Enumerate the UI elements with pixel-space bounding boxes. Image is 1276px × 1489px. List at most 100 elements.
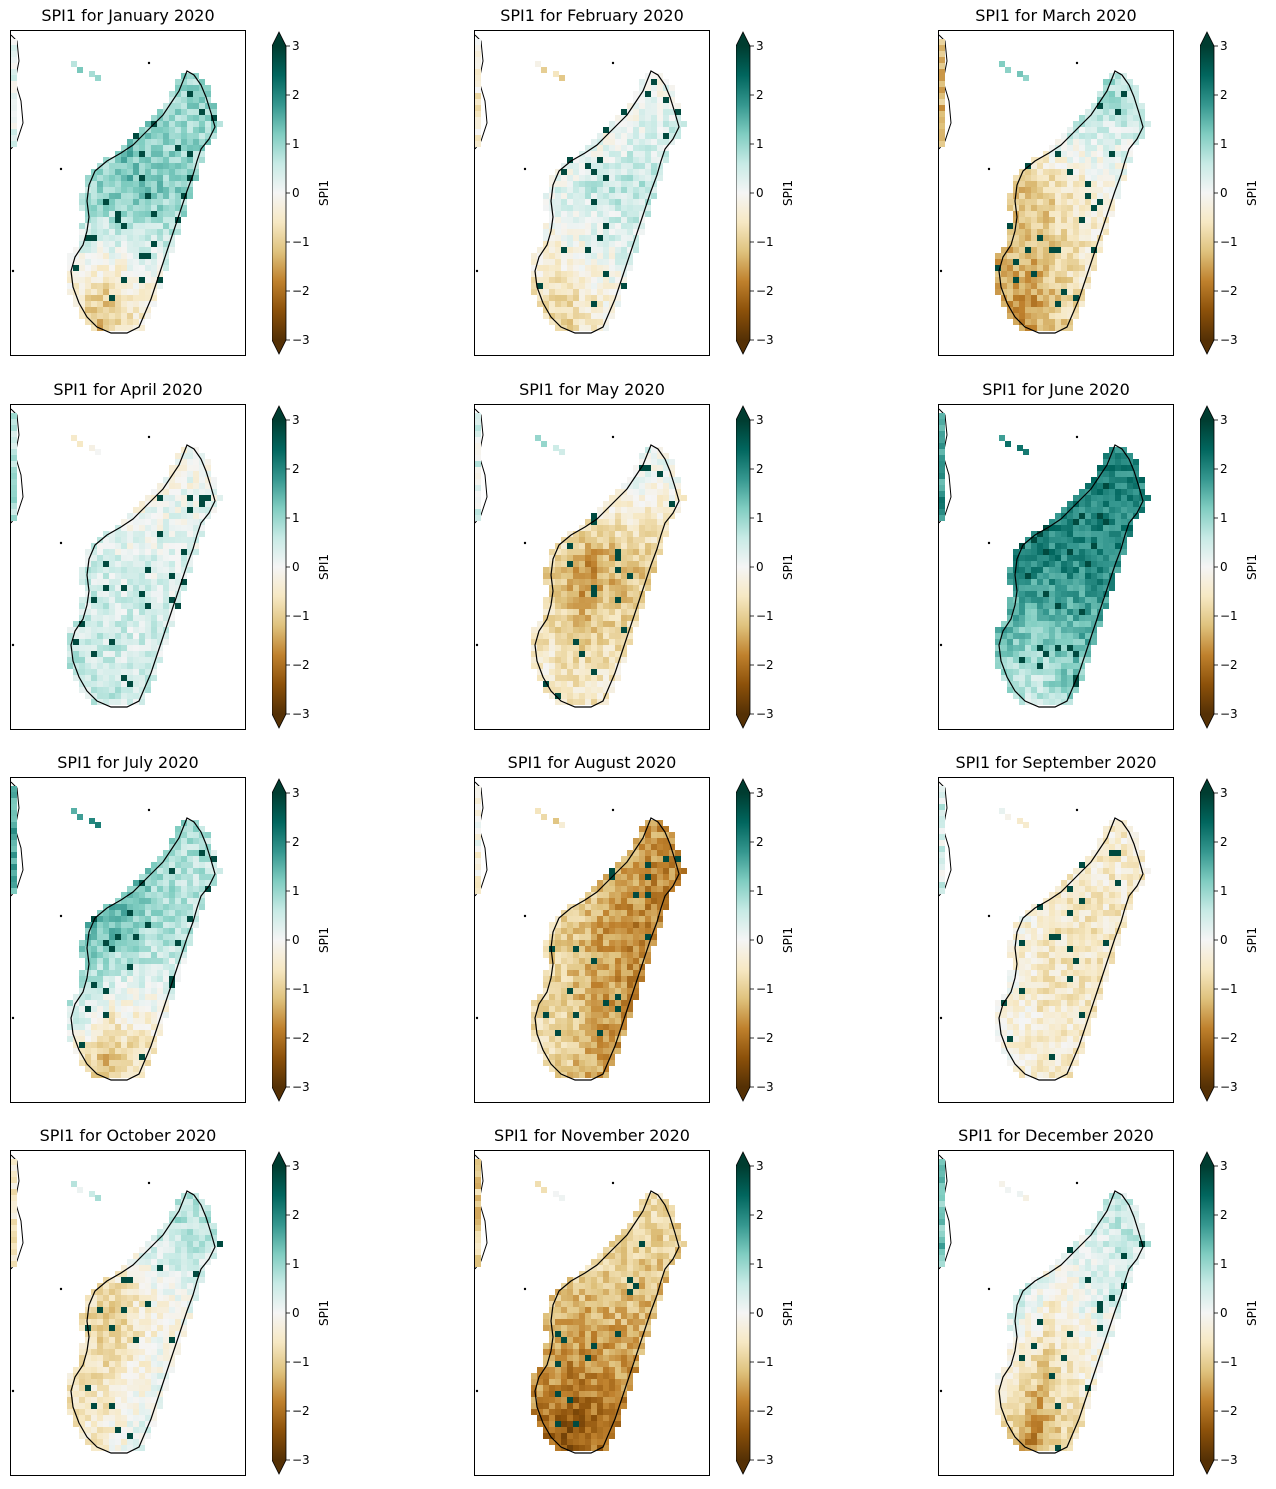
raster-cell — [67, 633, 73, 639]
raster-cell — [1061, 519, 1067, 525]
raster-cell — [115, 946, 121, 952]
raster-cell — [91, 982, 97, 988]
raster-cell — [1043, 561, 1049, 567]
raster-cell — [145, 229, 151, 235]
raster-cell — [561, 175, 567, 181]
raster-cell — [621, 283, 627, 289]
raster-cell — [139, 621, 145, 627]
raster-cell — [1043, 573, 1049, 579]
raster-cell — [621, 928, 627, 934]
raster-cell — [657, 844, 663, 850]
raster-cell — [127, 537, 133, 543]
raster-cell — [657, 97, 663, 103]
raster-cell — [639, 513, 645, 519]
raster-cell — [187, 133, 193, 139]
raster-cell — [597, 573, 603, 579]
raster-cell — [163, 229, 169, 235]
raster-cell — [85, 585, 91, 591]
raster-cell — [555, 573, 561, 579]
raster-cell — [1091, 507, 1097, 513]
raster-cell — [67, 645, 73, 651]
raster-cell — [1067, 537, 1073, 543]
raster-cell — [97, 952, 103, 958]
raster-cell — [91, 205, 97, 211]
raster-cell — [169, 922, 175, 928]
raster-cell — [603, 976, 609, 982]
raster-cell — [1001, 663, 1007, 669]
raster-cell — [543, 223, 549, 229]
raster-cell — [127, 952, 133, 958]
raster-cell — [633, 145, 639, 151]
raster-cell — [1103, 489, 1109, 495]
raster-cell — [597, 904, 603, 910]
raster-cell — [79, 1054, 85, 1060]
colorbar: −3 −2 −1 0 1 2 3 SPI1 — [272, 404, 342, 730]
africa-cell — [939, 431, 945, 437]
raster-cell — [145, 1030, 151, 1036]
raster-cell — [543, 645, 549, 651]
raster-cell — [79, 603, 85, 609]
raster-cell — [1067, 543, 1073, 549]
raster-cell — [139, 675, 145, 681]
raster-cell — [1097, 471, 1103, 477]
africa-cell — [475, 105, 481, 111]
raster-cell — [1055, 241, 1061, 247]
raster-cell — [633, 501, 639, 507]
raster-cell — [627, 477, 633, 483]
raster-cell — [573, 319, 579, 325]
raster-cell — [639, 844, 645, 850]
raster-cell — [555, 964, 561, 970]
raster-cell — [151, 543, 157, 549]
raster-cell — [585, 982, 591, 988]
raster-cell — [181, 121, 187, 127]
raster-cell — [79, 687, 85, 693]
raster-cell — [1085, 567, 1091, 573]
raster-cell — [127, 1072, 133, 1078]
raster-cell — [85, 928, 91, 934]
raster-cell — [603, 163, 609, 169]
raster-cell — [603, 681, 609, 687]
raster-cell — [537, 289, 543, 295]
raster-cell — [181, 892, 187, 898]
raster-cell — [1109, 199, 1115, 205]
raster-cell — [1103, 85, 1109, 91]
africa-cell — [11, 467, 17, 473]
raster-cell — [1019, 253, 1025, 259]
raster-cell — [1037, 235, 1043, 241]
raster-cell — [615, 115, 621, 121]
raster-cell — [79, 946, 85, 952]
raster-cell — [615, 657, 621, 663]
raster-cell — [633, 507, 639, 513]
raster-cell — [1049, 193, 1055, 199]
raster-cell — [645, 187, 651, 193]
raster-cell — [169, 513, 175, 519]
raster-cell — [615, 976, 621, 982]
raster-cell — [651, 525, 657, 531]
raster-cell — [1061, 229, 1067, 235]
raster-cell — [145, 241, 151, 247]
raster-cell — [591, 567, 597, 573]
raster-cell — [549, 657, 555, 663]
raster-cell — [175, 115, 181, 121]
raster-cell — [151, 217, 157, 223]
raster-cell — [591, 657, 597, 663]
raster-cell — [121, 573, 127, 579]
raster-cell — [633, 597, 639, 603]
raster-cell — [1007, 265, 1013, 271]
raster-cell — [97, 187, 103, 193]
raster-cell — [645, 199, 651, 205]
raster-cell — [151, 175, 157, 181]
raster-cell — [139, 253, 145, 259]
raster-cell — [175, 970, 181, 976]
raster-cell — [615, 169, 621, 175]
raster-cell — [1133, 477, 1139, 483]
raster-cell — [199, 157, 205, 163]
raster-cell — [633, 591, 639, 597]
raster-cell — [573, 609, 579, 615]
madagascar-coastline — [70, 444, 216, 708]
raster-cell — [579, 687, 585, 693]
raster-cell — [79, 609, 85, 615]
raster-cell — [639, 561, 645, 567]
raster-cell — [1043, 585, 1049, 591]
raster-cell — [579, 253, 585, 259]
